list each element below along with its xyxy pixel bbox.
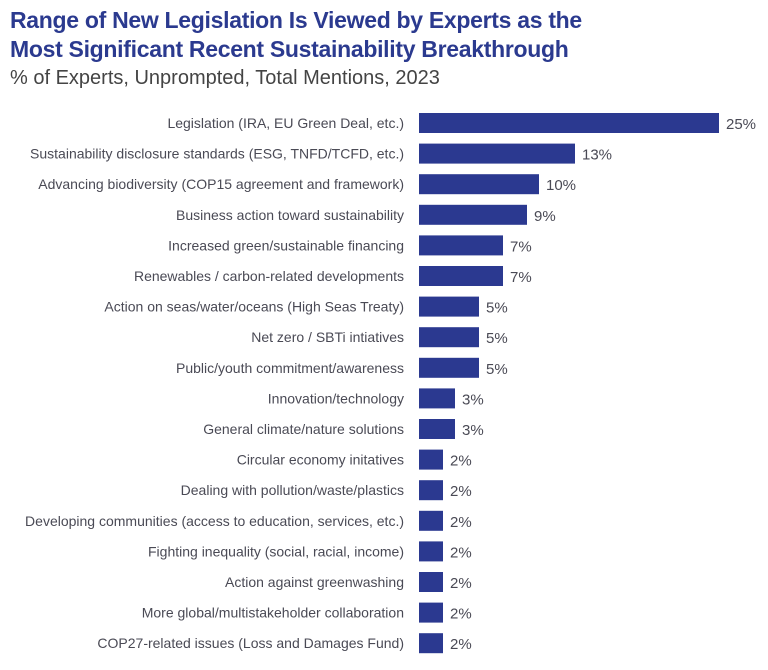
bar bbox=[419, 510, 443, 531]
category-label: Action on seas/water/oceans (High Seas T… bbox=[104, 299, 404, 315]
chart-title: Range of New Legislation Is Viewed by Ex… bbox=[10, 6, 582, 64]
chart-title-line-2: Most Significant Recent Sustainability B… bbox=[10, 36, 569, 62]
value-label: 7% bbox=[510, 269, 532, 286]
category-label: Increased green/sustainable financing bbox=[168, 237, 404, 253]
category-label: Business action toward sustainability bbox=[176, 207, 404, 223]
category-label: Developing communities (access to educat… bbox=[25, 513, 404, 529]
category-label: Circular economy initatives bbox=[237, 452, 404, 468]
category-label: Fighting inequality (social, racial, inc… bbox=[148, 543, 404, 559]
value-label: 2% bbox=[450, 606, 472, 623]
value-label: 5% bbox=[486, 361, 508, 378]
bar bbox=[419, 266, 503, 286]
value-label: 3% bbox=[462, 391, 484, 408]
category-label: Action against greenwashing bbox=[225, 574, 404, 590]
category-label: Public/youth commitment/awareness bbox=[176, 360, 404, 376]
bar bbox=[419, 480, 443, 501]
category-label: Sustainability disclosure standards (ESG… bbox=[30, 146, 404, 162]
bar bbox=[419, 388, 455, 409]
category-label: COP27-related issues (Loss and Damages F… bbox=[97, 635, 404, 651]
value-label: 2% bbox=[450, 636, 472, 653]
value-label: 5% bbox=[486, 300, 508, 317]
value-label: 25% bbox=[726, 116, 756, 133]
value-label: 3% bbox=[462, 422, 484, 439]
bar bbox=[419, 357, 479, 378]
chart-title-line-1: Range of New Legislation Is Viewed by Ex… bbox=[10, 7, 582, 33]
category-label: Net zero / SBTi intiatives bbox=[251, 329, 404, 345]
value-label: 7% bbox=[510, 238, 532, 255]
bar bbox=[419, 174, 539, 195]
category-label: More global/multistakeholder collaborati… bbox=[142, 605, 404, 621]
bar bbox=[419, 419, 455, 439]
category-label: Advancing biodiversity (COP15 agreement … bbox=[38, 176, 404, 192]
bar bbox=[419, 541, 443, 562]
bar bbox=[419, 602, 443, 623]
bar bbox=[419, 633, 443, 654]
bar bbox=[419, 204, 527, 225]
value-label: 2% bbox=[450, 453, 472, 470]
category-label: Dealing with pollution/waste/plastics bbox=[181, 482, 404, 498]
bar bbox=[419, 296, 479, 317]
bar bbox=[419, 327, 479, 348]
value-label: 2% bbox=[450, 575, 472, 592]
category-label: Legislation (IRA, EU Green Deal, etc.) bbox=[167, 115, 404, 131]
category-label: Renewables / carbon-related developments bbox=[134, 268, 404, 284]
bar bbox=[419, 572, 443, 592]
value-label: 2% bbox=[450, 483, 472, 500]
bar bbox=[419, 113, 719, 133]
value-label: 2% bbox=[450, 514, 472, 531]
bar bbox=[419, 143, 575, 164]
value-label: 13% bbox=[582, 147, 612, 164]
category-label: General climate/nature solutions bbox=[203, 421, 404, 437]
value-label: 2% bbox=[450, 544, 472, 561]
bar bbox=[419, 235, 503, 256]
value-label: 9% bbox=[534, 208, 556, 225]
chart-subtitle: % of Experts, Unprompted, Total Mentions… bbox=[10, 67, 440, 89]
bar bbox=[419, 449, 443, 470]
value-label: 5% bbox=[486, 330, 508, 347]
category-label: Innovation/technology bbox=[268, 390, 404, 406]
value-label: 10% bbox=[546, 177, 576, 194]
